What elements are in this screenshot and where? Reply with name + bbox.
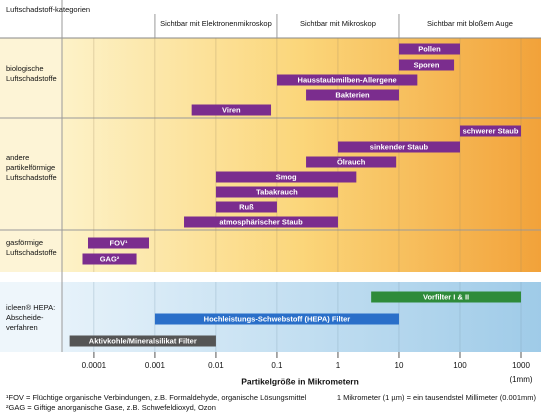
- footnote: ¹FOV = Flüchtige organische Verbindungen…: [6, 393, 307, 402]
- range-bar: [398, 43, 460, 55]
- zone-label: Sichtbar mit Elektronenmikroskop: [160, 19, 272, 28]
- range-bar: [215, 186, 338, 198]
- x-tick-label: 0.1: [271, 361, 283, 370]
- x-tick-label: 1000: [512, 361, 530, 370]
- bar-label: schwerer Staub: [463, 126, 519, 135]
- range-bar: [459, 125, 521, 137]
- group-label: Luftschadstoffe: [6, 74, 57, 83]
- group-label: andere: [6, 153, 29, 162]
- bar-label: Bakterien: [335, 90, 370, 99]
- range-bar: [215, 201, 277, 213]
- group-label: partikelförmige: [6, 163, 55, 172]
- bar-label: Hochleistungs-Schwebstoff (HEPA) Filter: [204, 314, 351, 323]
- group-label: Luftschadstoffe: [6, 248, 57, 257]
- pollutant-panel: [62, 38, 541, 272]
- bar-label: Tabakrauch: [256, 187, 298, 196]
- range-bar: [82, 253, 137, 265]
- x-axis-title: Partikelgröße in Mikrometern: [241, 376, 359, 386]
- bar-label: Pollen: [418, 44, 441, 53]
- range-bar: [398, 59, 455, 71]
- x-tick-label: 1: [336, 361, 341, 370]
- footnote: ²GAG = Giftige anorganische Gase, z.B. S…: [6, 403, 216, 412]
- range-bar: [337, 141, 460, 153]
- group-label: biologische: [6, 64, 44, 73]
- bar-label: GAG²: [100, 254, 120, 263]
- label-column: [0, 282, 62, 352]
- x-end-note: (1mm): [509, 375, 532, 384]
- bar-label: Smog: [276, 172, 297, 181]
- group-label: Luftschadstoffe: [6, 173, 57, 182]
- bar-label: Viren: [222, 105, 241, 114]
- range-bar: [191, 104, 272, 116]
- group-label: gasförmige: [6, 238, 43, 247]
- bar-label: FOV¹: [110, 238, 128, 247]
- x-tick-label: 0.001: [145, 361, 166, 370]
- bar-label: Ölrauch: [337, 157, 366, 166]
- group-label: Abscheide-: [6, 313, 44, 322]
- group-label: verfahren: [6, 323, 38, 332]
- range-bar: [154, 313, 399, 325]
- bar-label: atmosphärischer Staub: [219, 217, 303, 226]
- bar-label: Aktivkohle/Mineralsilikat Filter: [89, 336, 197, 345]
- x-tick-label: 100: [453, 361, 467, 370]
- zone-label: Sichtbar mit Mikroskop: [300, 19, 376, 28]
- range-bar: [306, 156, 397, 168]
- range-bar: [306, 89, 399, 101]
- label-column: [0, 38, 62, 272]
- x-tick-label: 10: [395, 361, 404, 370]
- x-tick-label: 0.0001: [82, 361, 107, 370]
- range-bar: [215, 171, 357, 183]
- bar-label: Hausstaubmilben-Allergene: [298, 75, 397, 84]
- header-label: Luftschadstoff-kategorien: [6, 5, 90, 14]
- zone-label: Sichtbar mit bloßem Auge: [427, 19, 513, 28]
- x-tick-label: 0.01: [208, 361, 224, 370]
- bar-label: Vorfilter I & II: [423, 292, 469, 301]
- bar-label: Ruß: [239, 202, 254, 211]
- range-bar: [87, 237, 150, 249]
- range-bar: [371, 291, 521, 303]
- group-label: icleen® HEPA:: [6, 303, 55, 312]
- range-bar: [69, 335, 216, 347]
- bar-label: Sporen: [414, 60, 440, 69]
- range-bar: [276, 74, 418, 86]
- bar-label: sinkender Staub: [370, 142, 429, 151]
- unit-note: 1 Mikrometer (1 µm) = ein tausendstel Mi…: [337, 393, 537, 402]
- range-bar: [184, 216, 338, 228]
